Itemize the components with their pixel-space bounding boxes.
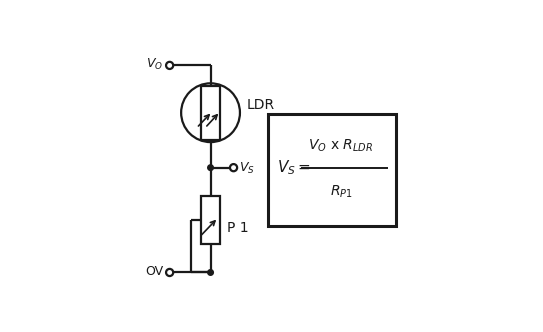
Text: $V_S=$: $V_S=$ <box>277 158 311 177</box>
Text: $V_O\ \mathsf{x}\ R_{LDR}$: $V_O\ \mathsf{x}\ R_{LDR}$ <box>308 138 374 154</box>
Circle shape <box>208 270 213 275</box>
Text: OV: OV <box>145 265 163 278</box>
Text: V$_O$: V$_O$ <box>146 57 163 72</box>
Text: $R_{P1}$: $R_{P1}$ <box>330 184 352 200</box>
Text: LDR: LDR <box>247 98 274 112</box>
Text: P 1: P 1 <box>226 221 248 235</box>
Bar <box>268 114 396 226</box>
Text: V$_S$: V$_S$ <box>239 161 255 176</box>
Bar <box>201 86 220 139</box>
Circle shape <box>208 165 213 170</box>
Bar <box>201 196 220 244</box>
